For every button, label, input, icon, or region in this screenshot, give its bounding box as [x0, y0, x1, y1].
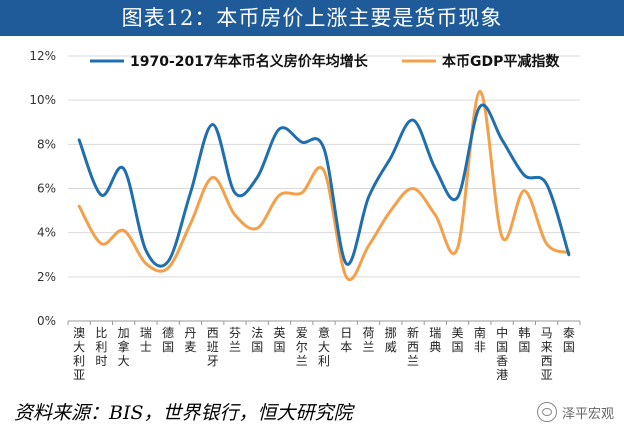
- x-tick-label: 加拿大: [118, 326, 130, 368]
- x-tick-label: 挪威: [385, 326, 397, 354]
- legend-label: 本币GDP平减指数: [442, 53, 560, 70]
- wechat-icon: [536, 402, 557, 422]
- x-tick-label: 瑞士: [140, 326, 152, 354]
- x-tick-label: 意大利: [318, 325, 330, 368]
- y-tick-label: 10%: [29, 93, 56, 107]
- line-chart: 0% 2% 4% 6% 8% 10% 12% 澳大利亚比利时加拿大瑞士德国丹麦西班牙芬兰法国…: [29, 49, 581, 382]
- x-tick-label: 西班牙: [207, 326, 219, 368]
- y-grid: [68, 55, 580, 278]
- watermark-text: 泽平宏观: [561, 406, 614, 422]
- x-tick-label: 法国: [251, 326, 263, 354]
- series-line-0: [77, 103, 571, 268]
- x-tick-label: 日本: [340, 326, 352, 354]
- x-tick-label: 芬兰: [229, 326, 241, 354]
- x-tick-label: 爱尔兰: [296, 326, 308, 368]
- chart-area: 0% 2% 4% 6% 8% 10% 12% 澳大利亚 比利时 加拿大 瑞士 德国 丹麦 西班牙 芬兰 法国…: [0, 36, 624, 392]
- x-tick-label: 荷兰: [363, 326, 375, 354]
- series-line-1: [77, 89, 571, 282]
- x-tick-label: 美国: [452, 326, 464, 354]
- y-tick-label: 6%: [37, 182, 56, 196]
- x-axis-labels: 澳大利亚比利时加拿大瑞士德国丹麦西班牙芬兰法国英国爱尔兰意大利日本荷兰挪威新西兰…: [73, 325, 575, 382]
- y-tick-label: 4%: [37, 226, 56, 240]
- legend: 1970-2017年本币名义房价年均增长 本币GDP平减指数: [90, 53, 560, 70]
- x-tick-label: 瑞典: [429, 326, 441, 354]
- x-axis: [67, 320, 581, 325]
- x-tick-label: 中国香港: [496, 325, 508, 382]
- chart-title: 图表12：本币房价上涨主要是货币现象: [0, 0, 624, 36]
- x-tick-label: 马来西亚: [541, 326, 553, 382]
- legend-label: 1970-2017年本币名义房价年均增长: [130, 53, 369, 70]
- footer: 资料来源：BIS，世界银行，恒大研究院 泽平宏观: [0, 394, 624, 435]
- x-tick-label: 比利时: [95, 326, 107, 368]
- series-lines: [77, 89, 571, 282]
- x-tick-label: 韩国: [518, 325, 530, 354]
- x-tick-label: 泰国: [563, 326, 575, 354]
- x-tick-label: 英国: [273, 326, 285, 354]
- x-tick-label: 德国: [162, 325, 174, 354]
- x-tick-label: 南非: [474, 325, 486, 354]
- y-tick-label: 0%: [37, 314, 56, 328]
- watermark: 泽平宏观: [536, 402, 614, 422]
- y-tick-label: 8%: [37, 137, 56, 151]
- y-axis-ticks: 0% 2% 4% 6% 8% 10% 12%: [29, 49, 56, 328]
- x-tick-label: 澳大利亚: [73, 326, 85, 382]
- x-tick-label: 丹麦: [184, 326, 196, 354]
- y-tick-label: 2%: [37, 270, 56, 284]
- x-tick-label: 新西兰: [407, 325, 419, 368]
- source-note: 资料来源：BIS，世界银行，恒大研究院: [14, 402, 353, 424]
- y-tick-label: 12%: [29, 49, 56, 63]
